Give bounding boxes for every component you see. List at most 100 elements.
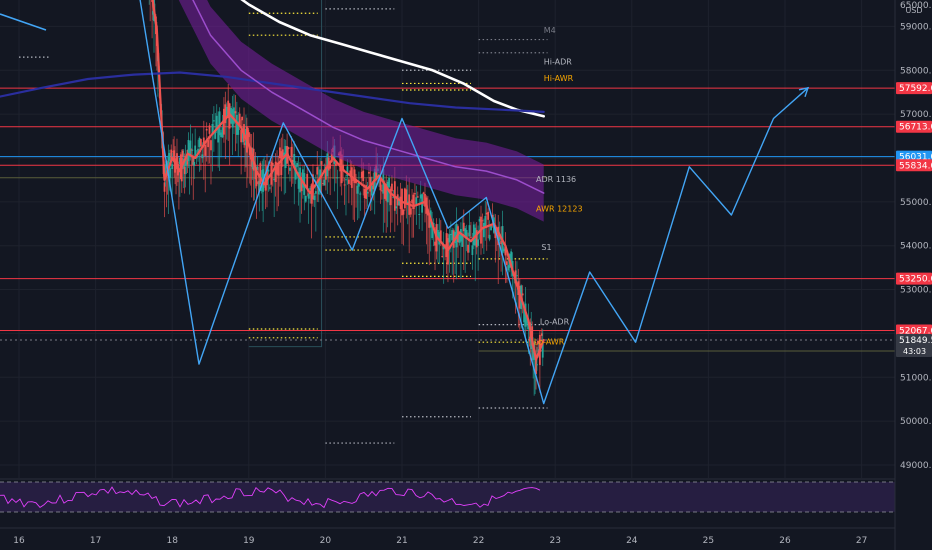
candle-body	[359, 193, 362, 195]
candle-body	[409, 208, 412, 215]
candle-body	[342, 164, 345, 170]
series-line-4	[192, 0, 545, 194]
price-badge-label: 53250.0	[899, 275, 932, 285]
candle-body	[431, 222, 434, 239]
candle-body	[186, 149, 189, 165]
candle-body	[347, 179, 350, 184]
candle-body	[485, 212, 488, 215]
candle-body	[424, 193, 426, 207]
level-label: S1	[541, 243, 551, 252]
candle-body	[208, 125, 211, 134]
candle-body	[242, 128, 244, 143]
candle-body	[200, 139, 202, 147]
candle-body	[491, 214, 494, 218]
candle-body	[484, 215, 487, 228]
countdown-label: 43:03	[903, 347, 926, 356]
price-axis[interactable]: 65000.064000.063000.062000.061000.060000…	[895, 0, 932, 528]
candle-body	[320, 161, 323, 165]
candle-body	[192, 156, 195, 166]
candle-body	[505, 261, 508, 265]
candle-body	[152, 11, 154, 15]
candle-body	[467, 244, 469, 253]
candle-body	[207, 140, 210, 148]
candle-body	[304, 195, 307, 202]
candle-body	[504, 247, 507, 256]
y-tick-label: 55000.0	[900, 198, 932, 208]
candle-body	[314, 191, 317, 194]
candle-body	[475, 230, 478, 248]
candle-body	[163, 182, 166, 192]
candle-body	[221, 127, 224, 138]
series-line-1	[151, 0, 545, 361]
candle-body	[260, 188, 263, 192]
candle-body	[255, 171, 258, 187]
oscillator-line	[0, 486, 541, 509]
candle-body	[405, 189, 408, 205]
trendline	[0, 13, 47, 31]
candle-body	[477, 239, 480, 246]
candle-body	[478, 219, 481, 222]
candle-body	[194, 145, 197, 158]
series-line-5	[139, 0, 809, 405]
candle-body	[449, 233, 452, 235]
daily-low-step	[248, 0, 323, 348]
x-tick-label: 27	[856, 536, 867, 546]
price-badge	[896, 120, 932, 133]
candle-body	[335, 163, 337, 166]
candle-body	[434, 241, 436, 246]
candle-body	[438, 232, 441, 245]
candle-body	[309, 188, 311, 190]
candle-body	[176, 153, 178, 170]
candle-body	[358, 181, 360, 187]
candle-body	[299, 167, 301, 193]
candle-body	[190, 149, 193, 151]
candle-body	[366, 191, 369, 194]
candle-body	[225, 106, 228, 117]
candle-body	[274, 161, 277, 183]
candle-body	[180, 157, 183, 182]
candle-body	[532, 346, 535, 361]
candle-body	[451, 229, 454, 241]
x-tick-label: 24	[626, 536, 638, 546]
candle-body	[510, 251, 513, 266]
candle-body	[237, 121, 240, 135]
candle-body	[488, 234, 491, 240]
candle-body	[166, 162, 169, 166]
candle-body	[198, 137, 201, 147]
y-tick-label: 57000.0	[900, 110, 932, 120]
y-tick-label: 50000.0	[900, 417, 932, 427]
candle-body	[383, 182, 386, 199]
candle-body	[178, 157, 181, 164]
candle-body	[362, 170, 365, 181]
candle-body	[452, 230, 455, 248]
candle-body	[503, 248, 505, 252]
candle-body	[437, 229, 439, 240]
candle-body	[183, 166, 186, 175]
x-tick-label: 26	[779, 536, 791, 546]
candle-body	[345, 179, 347, 181]
candle-body	[353, 169, 356, 183]
candle-body	[257, 181, 260, 185]
candle-body	[365, 185, 367, 199]
candle-body	[498, 234, 501, 241]
candle-body	[212, 120, 215, 122]
candle-body	[349, 170, 352, 176]
candle-body	[294, 165, 297, 180]
candle-body	[281, 149, 284, 158]
candle-body	[214, 130, 217, 139]
candle-body	[169, 168, 172, 179]
candle-body	[293, 153, 296, 166]
candle-body	[307, 193, 310, 199]
candle-body	[445, 233, 448, 258]
candle-body	[428, 215, 431, 228]
candle-body	[388, 177, 390, 188]
time-axis-background	[0, 528, 932, 550]
candle-body	[541, 339, 544, 358]
candle-body	[276, 162, 278, 175]
projection-arrowhead	[798, 86, 810, 98]
candle-body	[266, 166, 268, 186]
candle-body	[343, 184, 346, 186]
candle-body	[444, 244, 446, 246]
